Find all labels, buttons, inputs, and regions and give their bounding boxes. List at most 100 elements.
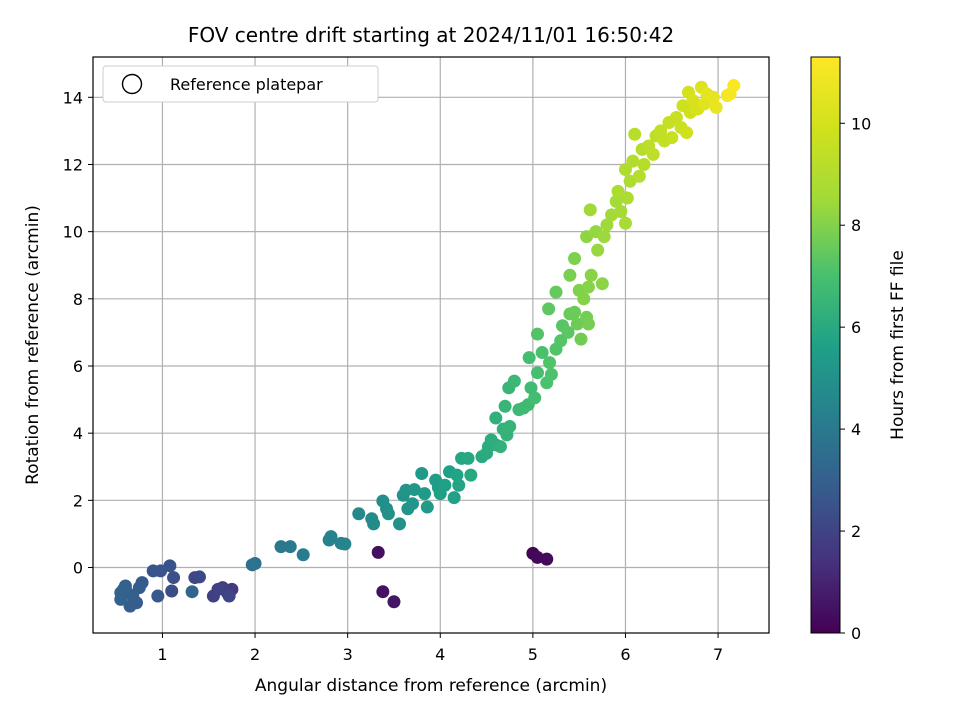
x-tick-label: 4 [435, 645, 445, 664]
legend-marker-hollow-circle [121, 73, 143, 95]
grid [93, 57, 769, 633]
data-point [543, 356, 557, 370]
data-point [706, 90, 720, 104]
data-point [248, 556, 262, 570]
data-point [464, 468, 478, 482]
y-tick-label: 6 [73, 357, 83, 376]
data-point [554, 334, 568, 348]
data-point [376, 585, 390, 599]
data-point [618, 216, 632, 230]
colorbar-tick-label: 2 [851, 522, 861, 541]
data-point [540, 552, 554, 566]
colorbar-tick-label: 0 [851, 624, 861, 643]
data-point [405, 497, 419, 511]
data-point [544, 367, 558, 381]
data-point [697, 97, 711, 111]
data-point [493, 440, 507, 454]
data-point [498, 399, 512, 413]
data-point [600, 218, 614, 232]
data-point [568, 305, 582, 319]
x-tick-label: 2 [250, 645, 260, 664]
data-point [581, 280, 595, 294]
data-point [542, 302, 556, 316]
data-point [654, 124, 668, 138]
x-ticks: 1 2 3 4 5 6 7 [157, 633, 723, 664]
x-tick-label: 7 [713, 645, 723, 664]
x-tick-label: 1 [157, 645, 167, 664]
data-point [611, 184, 625, 198]
data-point [574, 332, 588, 346]
data-point [452, 478, 466, 492]
data-point [665, 131, 679, 145]
y-tick-label: 2 [73, 491, 83, 510]
data-point [371, 545, 385, 559]
data-point [669, 110, 683, 124]
data-point [530, 366, 544, 380]
plot-frame [92, 56, 770, 634]
data-point [637, 157, 651, 171]
y-axis-label: Rotation from reference (arcmin) [23, 205, 43, 485]
data-point [211, 582, 225, 596]
y-tick-label: 0 [73, 559, 83, 578]
colorbar-tick-label: 10 [851, 114, 871, 133]
data-point [620, 191, 634, 205]
data-point [489, 411, 503, 425]
data-point [117, 582, 131, 596]
data-points [114, 79, 741, 613]
data-point [549, 285, 563, 299]
legend-entry-label: Reference platepar [170, 75, 323, 94]
data-point [628, 127, 642, 141]
data-point [530, 327, 544, 341]
data-point [447, 491, 461, 505]
data-point [283, 540, 297, 554]
data-point [535, 346, 549, 360]
data-point [393, 517, 407, 531]
colorbar: 0 2 4 6 8 10 Hours from first FF file [810, 56, 908, 643]
x-axis-label: Angular distance from reference (arcmin) [255, 676, 607, 696]
colorbar-tick-label: 8 [851, 216, 861, 235]
data-point [222, 589, 236, 603]
data-point [114, 592, 128, 606]
data-point [591, 243, 605, 257]
data-point [338, 537, 352, 551]
data-point [387, 595, 401, 609]
data-point [584, 268, 598, 282]
data-point [461, 451, 475, 465]
data-point [614, 204, 628, 218]
x-tick-label: 5 [528, 645, 538, 664]
data-point [646, 147, 660, 161]
legend-box [102, 65, 379, 103]
data-point [123, 599, 137, 613]
chart-title: FOV centre drift starting at 2024/11/01 … [188, 23, 674, 47]
data-point [524, 381, 538, 395]
data-point [167, 571, 181, 585]
colorbar-label: Hours from first FF file [888, 250, 908, 440]
colorbar-gradient [810, 56, 841, 634]
data-point [381, 507, 395, 521]
data-point [581, 317, 595, 331]
data-point [632, 169, 646, 183]
colorbar-tick-label: 4 [851, 420, 861, 439]
data-point [680, 126, 694, 140]
data-point [151, 589, 165, 603]
data-point [324, 530, 338, 544]
x-tick-label: 3 [343, 645, 353, 664]
y-tick-label: 14 [63, 88, 83, 107]
data-point [450, 468, 464, 482]
data-point [528, 391, 542, 405]
data-point [507, 374, 521, 388]
data-point [727, 79, 741, 93]
y-tick-label: 10 [63, 223, 83, 242]
data-point [597, 230, 611, 244]
y-tick-label: 4 [73, 424, 83, 443]
data-point [185, 585, 199, 599]
data-point [296, 548, 310, 562]
data-point [577, 292, 591, 306]
data-point [503, 419, 517, 433]
data-point [626, 154, 640, 168]
data-point [583, 203, 597, 217]
data-point [407, 483, 421, 497]
colorbar-ticks: 0 2 4 6 8 10 [840, 114, 871, 643]
data-point [274, 540, 288, 554]
data-point [418, 487, 432, 501]
